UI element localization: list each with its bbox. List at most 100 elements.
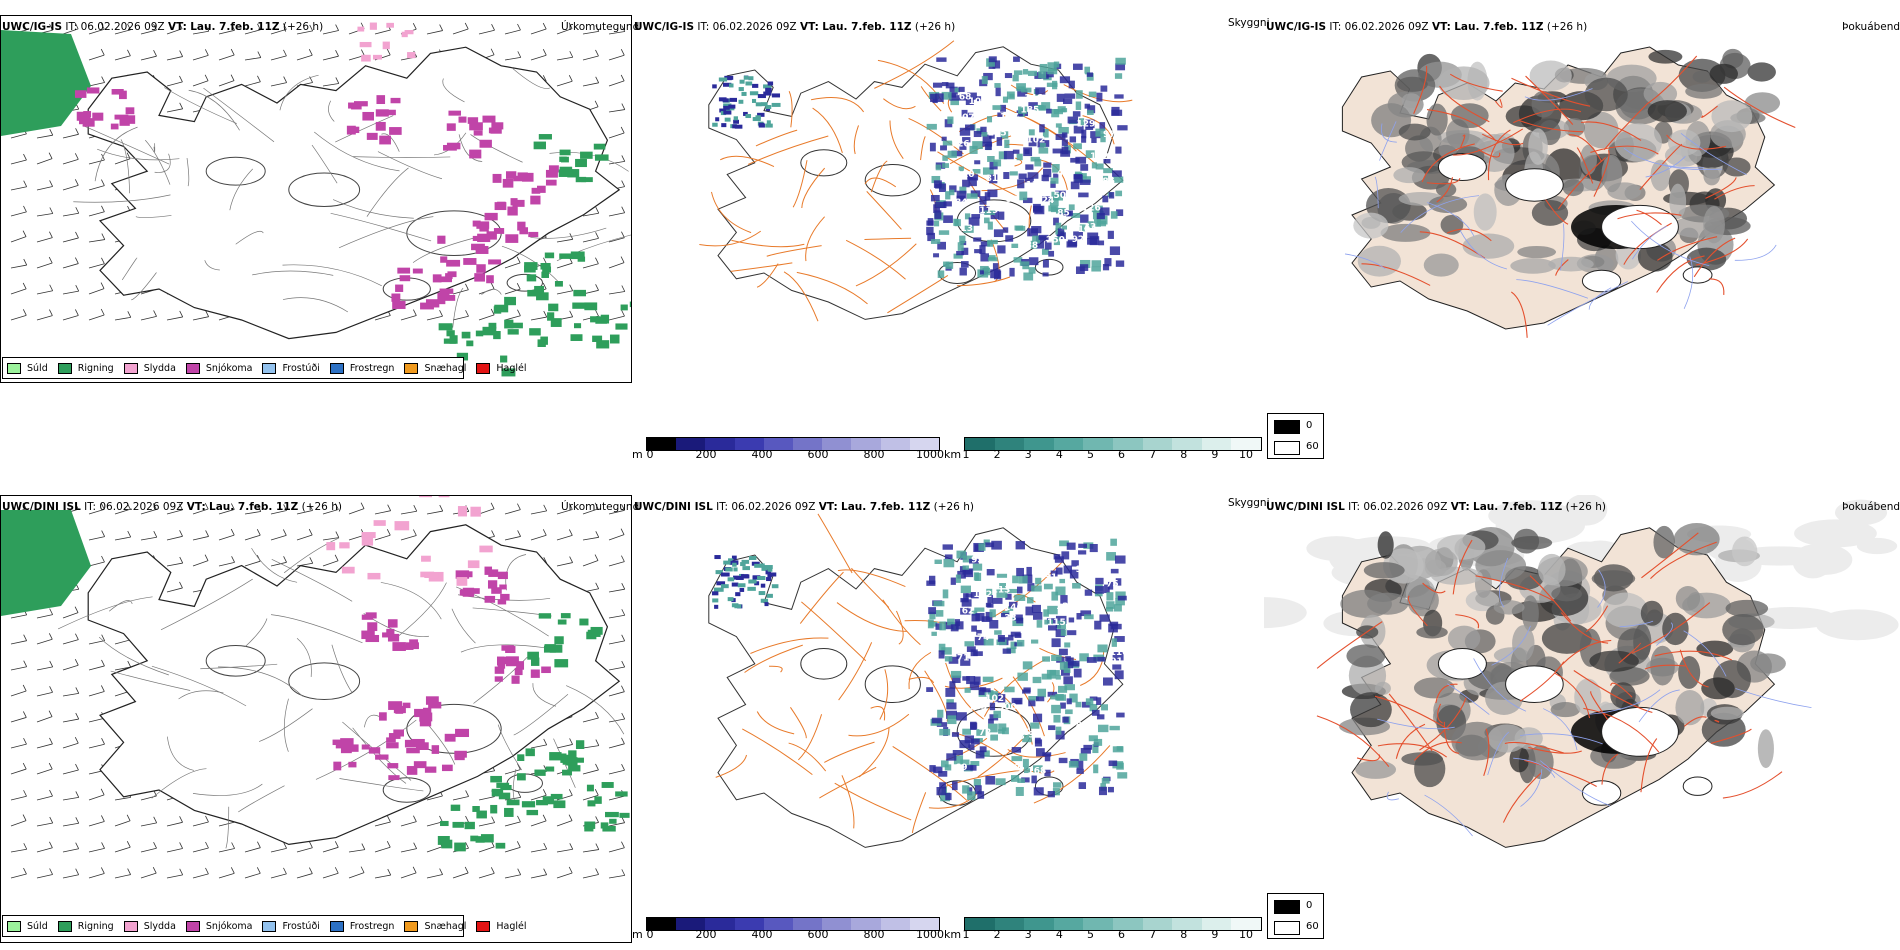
road-line [1618,642,1642,664]
visibility-cell [1073,231,1083,240]
visibility-cell [1055,123,1062,128]
visibility-cell [970,649,978,657]
it-label: IT: [697,21,710,33]
precip-cell [454,750,467,758]
road-line [783,271,819,322]
road-line [1003,106,1077,152]
visibility-cell [1022,734,1032,743]
road-line [1518,119,1584,133]
visibility-cell [1046,669,1056,679]
visibility-cell [738,99,744,104]
precip-cell [361,532,376,539]
visibility-cell [763,84,772,89]
precip-cell [401,31,408,38]
precip-cell [414,708,425,718]
ceiling-colorbar-swatches [646,917,940,931]
visibility-cell [982,676,994,683]
wind-barb-flag [22,711,27,718]
ceiling-colorbar-row1: m 0 200 400 600 800 1000 [632,437,944,467]
wind-barb-flag [100,308,105,316]
visibility-cell [932,82,943,88]
visibility-cell [1078,782,1087,789]
ceiling-value-label: 40 [1083,558,1096,568]
visibility-cell [964,213,971,220]
precip-cell [493,331,501,340]
colorbar-tick-label: 5 [1086,928,1094,941]
visibility-cell [943,558,955,568]
wind-barb-flag [205,25,210,32]
wind-barb-flag [595,76,600,83]
precip-cell [545,179,557,186]
fog-cell [1528,745,1554,780]
vt-value: Lau. 7.feb. 11Z [209,501,299,513]
road-line [848,713,910,737]
wind-barb-flag [101,842,105,849]
wind-barb-flag [101,634,106,641]
ceiling-value-label: 115 [1047,618,1066,628]
precip-cell [526,274,537,282]
visibility-cell [980,265,989,271]
wind-barb [88,28,105,35]
visibility-cell [1076,613,1082,620]
precip-cell [573,289,586,297]
fog-cell [1696,640,1734,658]
wind-barb-flag [179,868,184,876]
wind-barb [348,508,365,515]
road-line [801,167,826,209]
precip-cell [412,268,423,274]
visibility-cell [984,542,995,548]
wind-barb-flag [23,258,28,266]
ceiling-value-label: 300 [998,702,1017,712]
wind-barb [452,872,469,879]
visibility-cell [1010,641,1017,650]
ceiling-value-label: 126 [951,139,970,149]
visibility-cell [1113,604,1122,612]
visibility-cell [926,687,934,692]
precip-cell [456,577,468,586]
wind-barb [270,535,287,541]
visibility-cell [1011,243,1019,248]
visibility-cell [1086,657,1097,663]
road-line [342,721,412,781]
road-line [853,125,860,155]
precip-cell [490,804,498,814]
wind-barb-flag [412,866,417,874]
colorbar-tick-label: 10 [1239,448,1253,461]
wind-barb-flag [100,867,105,874]
road-line [799,571,844,624]
colorbar-segment [1053,438,1084,450]
wind-barb [62,184,79,191]
visibility-cell [956,550,967,559]
fog-map [1264,495,1899,848]
wind-barb [62,769,79,775]
wind-barb-flag [621,285,626,292]
road-line [460,644,545,653]
precip-cell [379,135,391,145]
visibility-area [712,56,1128,281]
road-line [244,618,268,648]
road-line [769,665,783,673]
wind-barb [10,743,27,749]
visibility-cell [1067,239,1078,247]
precip-type-panel: UWC/DINI ISL IT: 06.02.2026 09Z VT: Lau.… [0,495,639,945]
wind-barb-flag [22,762,27,770]
wind-barb [88,185,105,191]
colorbar-segment [1112,438,1143,450]
road-line [1511,77,1591,107]
road-line [1491,625,1531,666]
precip-cell [491,587,502,594]
precip-cell [348,761,357,768]
fog-cell [1531,199,1569,226]
precip-cell [586,784,594,792]
precip-cell [615,791,628,797]
wind-barb-flag [517,51,522,58]
wind-barb [608,31,625,35]
visibility-cell [1097,644,1108,653]
wind-barb-flag [491,816,495,823]
wind-barb [88,717,105,723]
wind-barb-flag [334,867,339,874]
road-line [1710,728,1752,744]
ceiling-value-label: 91 [1110,657,1123,667]
road-line [983,659,1046,717]
vt-value: Lau. 7.feb. 11Z [1473,501,1563,513]
